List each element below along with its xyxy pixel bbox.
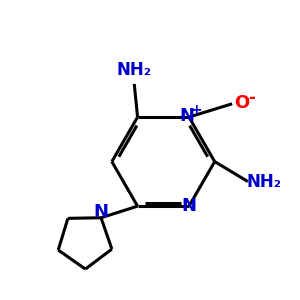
Text: -: - [248, 89, 255, 107]
Text: N: N [94, 203, 109, 221]
Text: +: + [190, 103, 202, 117]
Text: N: N [180, 107, 195, 125]
Text: N: N [182, 197, 196, 215]
Text: NH₂: NH₂ [246, 172, 281, 190]
Text: NH₂: NH₂ [117, 61, 152, 79]
Text: O: O [234, 94, 249, 112]
